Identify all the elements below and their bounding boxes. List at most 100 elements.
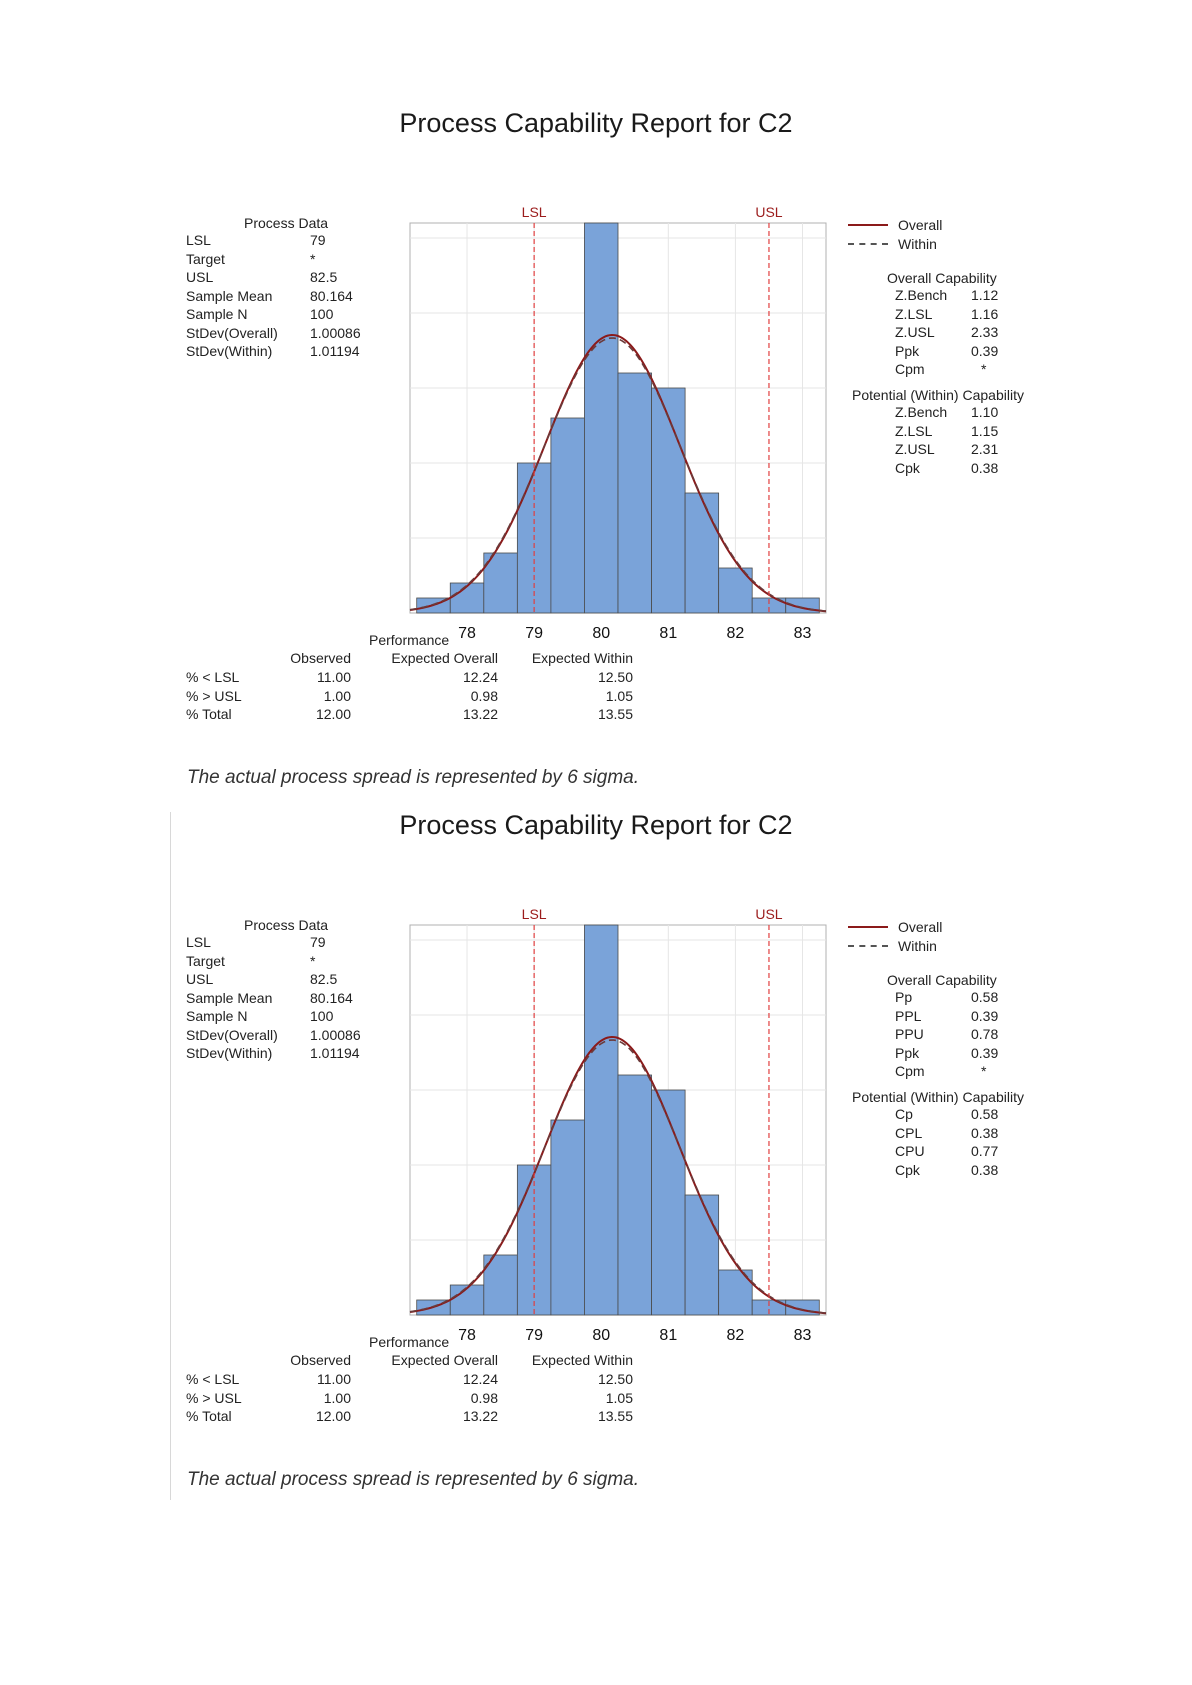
process-data-label: StDev(Overall) [186,324,278,341]
performance-value: 13.55 [597,706,633,722]
legend-line-swatch [848,223,888,226]
process-data-label: Target [186,250,225,267]
footnote: The actual process spread is represented… [187,767,640,788]
process-data-label: Sample Mean [186,287,273,304]
capability-value: 0.78 [971,1026,999,1042]
performance-value: 1.05 [605,1389,633,1406]
process-data-row: USL 82.5 [186,971,361,990]
process-data-value: 100 [310,1008,334,1024]
performance-value: 13.55 [597,1408,633,1424]
capability-row: Cpm * [887,1063,998,1082]
histogram-bar [449,1284,485,1316]
legend-item: Overall [848,215,942,234]
lsl-label: LSL [522,204,547,220]
within-capability-table: Potential (Within) Capability Z.Bench 1.10… [852,387,1024,478]
capability-label: Cp [895,1106,913,1122]
overall-capability-heading: Overall Capability [887,270,997,286]
legend-item: Overall [848,917,942,936]
process-data-value: 1.00086 [310,324,361,341]
process-data-value: 1.01194 [310,1045,360,1061]
lsl-label: LSL [522,906,547,922]
process-data-row: USL 82.5 [186,269,361,288]
performance-value: 11.00 [317,669,351,685]
process-data-label: Sample N [186,306,248,322]
capability-value: 0.58 [971,1106,999,1122]
capability-row: Z.Bench 1.10 [852,404,1024,423]
histogram-svg: LSL USL 78 79 80 81 82 83 [409,204,827,642]
within-capability-heading: Potential (Within) Capability [852,387,1024,403]
performance-value: 12.24 [462,669,498,685]
process-data-value: 79 [310,934,326,950]
performance-value: 13.22 [462,706,498,722]
capability-value: 2.31 [971,441,999,457]
performance-row: % Total 12.00 13.22 13.55 [186,1408,646,1426]
capability-value: 0.39 [971,1007,999,1024]
capability-label: Pp [895,989,913,1005]
performance-column-header: Expected Within [531,650,633,666]
capability-label: Z.LSL [895,305,933,322]
capability-row: Cp 0.58 [852,1106,1024,1125]
performance-value: 1.00 [323,1389,351,1406]
x-tick-label: 83 [794,625,812,642]
process-data-heading: Process Data [244,215,329,231]
capability-row: PPL 0.39 [887,1008,998,1027]
page-divider [170,812,171,1500]
histogram-bar [617,1074,652,1316]
capability-value: 1.15 [971,422,999,439]
x-tick-label: 83 [794,1327,812,1344]
capability-row: PPU 0.78 [887,1026,998,1045]
overall-capability-table: Overall Capability Z.Bench 1.12 Z.LSL 1.16 Z.… [887,270,998,380]
legend-label: Overall [898,216,943,233]
x-tick-label: 82 [727,625,745,642]
process-data-value: 1.01194 [310,343,360,359]
x-tick-label: 78 [458,1327,476,1344]
capability-label: Cpk [895,1161,920,1178]
performance-value: 12.50 [597,1371,633,1387]
capability-row: Cpk 0.38 [852,1162,1024,1181]
x-tick-label: 79 [525,1327,543,1344]
performance-column-header: Observed [290,650,351,666]
process-data-row: LSL 79 [186,934,361,953]
capability-row: CPL 0.38 [852,1125,1024,1144]
performance-row: % < LSL 11.00 12.24 12.50 [186,1371,646,1389]
capability-value: 0.39 [971,342,999,359]
legend-item: Within [848,936,942,955]
histogram-bar [483,1254,518,1316]
histogram-bar [651,387,686,614]
process-data-label: Target [186,952,225,969]
process-data-label: USL [186,269,214,285]
performance-header-row: Observed Expected Overall Expected Within [186,650,646,668]
process-data-value: 82.5 [310,971,338,987]
capability-label: Ppk [895,342,920,359]
x-tick-label: 82 [727,1327,745,1344]
footnote: The actual process spread is represented… [187,1469,640,1490]
capability-label: Cpm [895,361,925,377]
legend-label: Within [898,235,937,252]
capability-label: CPU [895,1143,925,1159]
performance-column-header: Expected Overall [391,650,498,666]
histogram-bar [449,582,485,614]
process-data-value: 79 [310,232,326,248]
x-tick-label: 81 [659,1327,677,1344]
process-data-table: Process Data LSL 79 Target * USL 82.5 Sample Me… [186,917,361,1064]
performance-row-label: % > USL [186,687,242,704]
x-tick-label: 80 [592,625,610,642]
process-data-row: StDev(Within) 1.01194 [186,1045,361,1064]
process-data-label: USL [186,971,214,987]
legend-line-swatch [848,242,888,245]
process-data-value: 80.164 [310,287,353,304]
x-tick-label: 79 [525,625,543,642]
performance-row-label: % Total [186,1408,232,1424]
performance-value: 12.50 [597,669,633,685]
process-data-row: LSL 79 [186,232,361,251]
performance-row-label: % Total [186,706,232,722]
capability-label: Z.Bench [895,287,948,303]
overall-capability-heading: Overall Capability [887,972,997,988]
x-tick-label: 78 [458,625,476,642]
performance-column-header: Expected Within [531,1352,633,1368]
capability-row: Z.LSL 1.15 [852,423,1024,442]
capability-label: PPU [895,1026,924,1042]
histogram-bar [617,372,652,614]
process-data-label: Sample Mean [186,989,273,1006]
report-title: Process Capability Report for C2 [399,108,793,138]
